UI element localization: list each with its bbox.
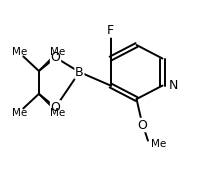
Text: O: O [137, 118, 147, 131]
Text: Me: Me [50, 107, 65, 118]
Text: N: N [168, 79, 178, 92]
Text: O: O [51, 101, 61, 114]
Text: Me: Me [12, 47, 27, 57]
Text: Me: Me [12, 107, 27, 118]
Text: F: F [107, 24, 114, 37]
Text: Me: Me [151, 139, 166, 149]
Text: B: B [75, 66, 84, 79]
Text: O: O [51, 51, 61, 64]
Text: Me: Me [50, 47, 65, 57]
